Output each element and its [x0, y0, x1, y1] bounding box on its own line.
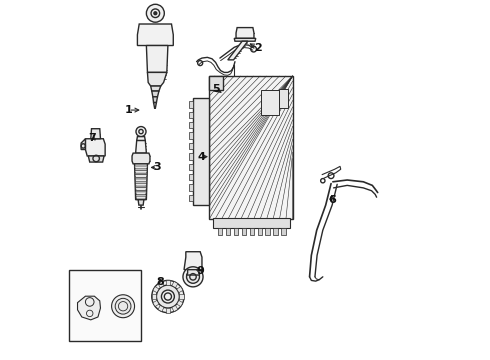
Polygon shape: [147, 72, 167, 86]
Polygon shape: [234, 228, 238, 234]
Polygon shape: [135, 164, 147, 200]
Circle shape: [154, 12, 157, 15]
Polygon shape: [179, 294, 184, 299]
Polygon shape: [137, 24, 173, 45]
Circle shape: [156, 285, 179, 308]
Polygon shape: [77, 296, 100, 320]
Polygon shape: [153, 103, 156, 108]
Text: 4: 4: [197, 152, 205, 162]
Polygon shape: [281, 228, 286, 234]
Polygon shape: [193, 98, 209, 205]
Bar: [209, 76, 294, 220]
Polygon shape: [158, 282, 164, 288]
Polygon shape: [158, 305, 164, 312]
Text: 5: 5: [212, 84, 220, 94]
Polygon shape: [136, 192, 147, 195]
Text: 6: 6: [328, 195, 336, 205]
Polygon shape: [85, 139, 105, 156]
Polygon shape: [258, 228, 262, 234]
Polygon shape: [153, 97, 157, 103]
Circle shape: [183, 267, 203, 287]
Circle shape: [187, 270, 199, 283]
Polygon shape: [226, 228, 230, 234]
Polygon shape: [135, 170, 147, 173]
Polygon shape: [189, 163, 193, 170]
Polygon shape: [135, 175, 147, 177]
Polygon shape: [184, 252, 202, 270]
Polygon shape: [135, 183, 147, 186]
Polygon shape: [166, 280, 170, 285]
Polygon shape: [209, 76, 223, 90]
Polygon shape: [234, 39, 256, 41]
Polygon shape: [153, 287, 159, 293]
Bar: [69, 270, 141, 341]
Polygon shape: [177, 287, 183, 293]
Polygon shape: [189, 101, 193, 108]
Polygon shape: [153, 301, 159, 306]
Polygon shape: [81, 139, 85, 149]
Polygon shape: [189, 132, 193, 139]
Bar: [279, 89, 288, 108]
Polygon shape: [242, 228, 246, 234]
Polygon shape: [147, 45, 168, 72]
Polygon shape: [132, 153, 150, 164]
Circle shape: [112, 295, 135, 318]
Text: 7: 7: [89, 133, 97, 143]
Polygon shape: [189, 112, 193, 118]
Polygon shape: [152, 91, 159, 97]
Polygon shape: [177, 301, 183, 306]
Polygon shape: [137, 136, 146, 140]
Polygon shape: [189, 174, 193, 180]
Polygon shape: [189, 122, 193, 129]
Circle shape: [152, 280, 184, 313]
Polygon shape: [228, 41, 248, 60]
Polygon shape: [172, 305, 178, 312]
Polygon shape: [218, 228, 222, 234]
Polygon shape: [166, 308, 170, 313]
Polygon shape: [135, 179, 147, 182]
Text: 3: 3: [153, 162, 161, 172]
Polygon shape: [135, 166, 147, 169]
Bar: [261, 90, 279, 116]
Polygon shape: [152, 294, 156, 299]
Polygon shape: [236, 28, 254, 39]
Polygon shape: [189, 195, 193, 201]
Polygon shape: [136, 196, 146, 199]
Polygon shape: [189, 153, 193, 159]
Polygon shape: [189, 143, 193, 149]
Bar: [213, 219, 290, 228]
Circle shape: [115, 298, 131, 314]
Polygon shape: [88, 156, 104, 162]
Text: 1: 1: [124, 105, 132, 115]
Circle shape: [147, 4, 164, 22]
Polygon shape: [172, 282, 178, 288]
Text: 2: 2: [254, 43, 262, 53]
Polygon shape: [135, 188, 147, 190]
Polygon shape: [250, 228, 254, 234]
Polygon shape: [151, 86, 161, 91]
Text: 9: 9: [196, 266, 204, 276]
Polygon shape: [273, 228, 278, 234]
Polygon shape: [266, 228, 270, 234]
Polygon shape: [138, 200, 144, 205]
Circle shape: [136, 127, 146, 136]
Circle shape: [161, 290, 174, 303]
Polygon shape: [91, 129, 100, 139]
Polygon shape: [187, 270, 199, 275]
Polygon shape: [189, 184, 193, 191]
Text: 8: 8: [157, 277, 165, 287]
Polygon shape: [136, 140, 147, 153]
